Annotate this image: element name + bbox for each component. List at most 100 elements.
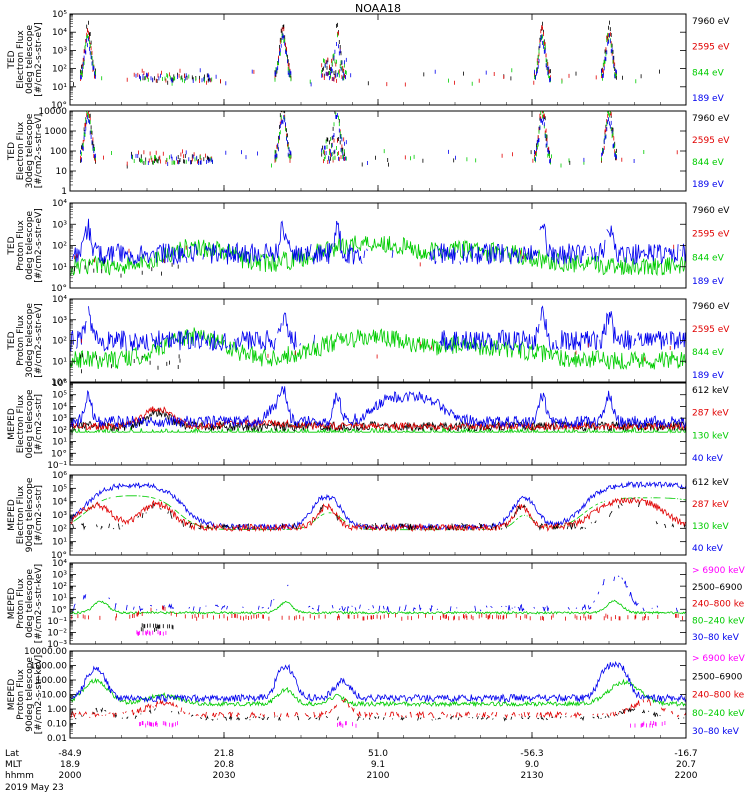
legend-entry: 189 eV xyxy=(692,371,725,381)
x-tick-time: 2000 xyxy=(59,771,82,781)
y-tick-label: 10² xyxy=(52,426,67,436)
legend-entry: 844 eV xyxy=(692,68,725,78)
legend-entry: 80–240 keV xyxy=(692,709,745,719)
series-group xyxy=(70,386,686,434)
panel-ted-electron-0deg: 10° 10¹ 10² 10³ 10⁴ 10⁵ TED Electron Flux 0deg t… xyxy=(7,10,730,111)
legend-entry: 612 keV xyxy=(692,386,729,396)
legend-entry: 130 keV xyxy=(692,431,729,441)
series-black xyxy=(73,20,686,87)
y-tick-label: 10² xyxy=(52,582,67,592)
y-axis-label: MEPED xyxy=(7,408,17,440)
x-tick-mlt: 9.1 xyxy=(371,760,385,770)
y-tick-label: 10² xyxy=(52,337,67,347)
y-axis-label: [#/cm2-s-str-eV] xyxy=(34,208,44,283)
series-green xyxy=(70,426,686,434)
legend-entry: 30–80 keV xyxy=(692,727,740,737)
y-tick-label: 10⁴ xyxy=(52,498,67,508)
y-axis-label: [#/cm2-s-str] xyxy=(34,394,44,454)
x-tick-time: 2030 xyxy=(213,771,236,781)
series-black xyxy=(70,407,686,432)
legend-entry: 2595 eV xyxy=(692,230,730,240)
x-axis-row-label: MLT xyxy=(5,760,23,770)
x-tick-time: 2100 xyxy=(367,771,390,781)
y-axis-label: MEPED xyxy=(7,588,17,620)
series-green xyxy=(80,111,645,168)
y-tick-label: 10¹ xyxy=(52,538,67,548)
y-tick-label: 10³ xyxy=(52,220,67,230)
x-tick-lat: -84.9 xyxy=(58,749,82,759)
panel-frame xyxy=(69,13,687,106)
y-tick-label: 10⁴ xyxy=(52,28,67,38)
y-tick-label: 10° xyxy=(51,551,67,561)
y-axis-label: 90deg telescope xyxy=(25,657,35,732)
series-green xyxy=(70,235,686,277)
panel-ted-proton-0deg: 10° 10¹ 10² 10³ 10⁴ TED Proton Flux 0deg telesc… xyxy=(7,199,730,294)
legend-entry: 2595 eV xyxy=(692,325,730,335)
y-tick-label: 10³ xyxy=(52,46,67,56)
panel-ted-electron-30deg: 1 10 100 1000 10000 TED Electron Flux 30deg tel… xyxy=(7,107,730,197)
y-axis-label: 30deg telescope xyxy=(25,113,35,188)
y-tick-label: 0.01 xyxy=(47,734,67,744)
x-tick-mlt: 20.8 xyxy=(214,760,234,770)
y-tick-label: 10² xyxy=(52,524,67,534)
legend-entry: 189 eV xyxy=(692,277,725,287)
series-green xyxy=(73,495,686,531)
y-axis-label: [#/cm2-s-str-keV] xyxy=(34,655,44,734)
x-tick-mlt: 18.9 xyxy=(60,760,80,770)
y-tick-label: 10⁴ xyxy=(52,295,67,305)
series-group xyxy=(70,660,686,728)
legend-entry: 40 keV xyxy=(692,544,724,554)
x-axis-row-label: Lat xyxy=(5,749,20,759)
y-tick-label: 10¹ xyxy=(52,594,67,604)
x-tick-lat: 21.8 xyxy=(214,749,234,759)
series-group xyxy=(70,576,686,636)
y-tick-label: 10³ xyxy=(52,511,67,521)
y-tick-label: 10° xyxy=(51,284,67,294)
legend-entry: 844 eV xyxy=(692,253,725,263)
x-axis-row-label: hhmm xyxy=(5,771,34,781)
y-tick-label: 100.00 xyxy=(36,676,68,686)
series-blue xyxy=(71,218,686,266)
legend-entry: 612 keV xyxy=(692,478,729,488)
y-axis-label: Proton Flux xyxy=(16,578,26,629)
panel-frame xyxy=(69,110,687,192)
y-axis-label: [#/cm2-s-str-eV] xyxy=(34,303,44,378)
x-tick-mlt: 9.0 xyxy=(525,760,540,770)
y-axis-label: Proton Flux xyxy=(16,220,26,271)
series-black xyxy=(74,259,179,278)
y-tick-label: 10⁴ xyxy=(52,402,67,412)
series-blue xyxy=(70,660,686,704)
legend-entry: 844 eV xyxy=(692,158,725,168)
legend-entry: 7960 eV xyxy=(692,114,730,124)
legend-entry: 2595 eV xyxy=(692,43,730,53)
legend-entry: 40 keV xyxy=(692,454,724,464)
series-black xyxy=(80,111,617,169)
panel-frame xyxy=(69,562,687,645)
y-tick-label: 10³ xyxy=(52,414,67,424)
legend-entry: 287 keV xyxy=(692,500,729,510)
y-axis-label: Electron Flux xyxy=(16,121,26,180)
y-tick-label: 10⁵ xyxy=(52,484,67,494)
panel-meped-proton-90deg: 0.01 0.10 1.00 10.00 100.00 1000.00 10000.00 ME… xyxy=(7,647,746,744)
panel-frame xyxy=(69,474,687,556)
y-axis-label: [#/cm2-s-str-keV] xyxy=(34,564,44,643)
y-tick-label: 10¹ xyxy=(52,438,67,448)
legend-entry: 189 eV xyxy=(692,94,725,104)
legend-entry: 30–80 keV xyxy=(692,633,740,643)
y-axis-label: Proton Flux xyxy=(16,315,26,366)
y-axis-label: 30deg telescope xyxy=(25,303,35,378)
y-tick-label: 1 xyxy=(61,187,67,197)
y-axis-label: [#/cm2-s-str] xyxy=(34,485,44,545)
y-axis-label: 90deg telescope xyxy=(25,477,35,552)
series-black xyxy=(140,623,174,632)
y-tick-label: 10³ xyxy=(52,571,67,581)
x-tick-time: 2200 xyxy=(675,771,698,781)
y-tick-label: 10000.00 xyxy=(24,647,67,657)
y-tick-label: 10³ xyxy=(52,316,67,326)
series-group xyxy=(70,218,686,278)
series-black xyxy=(72,498,686,531)
legend-entry: 240–800 ke xyxy=(692,691,745,701)
panel-frame xyxy=(69,202,687,289)
series-red xyxy=(70,406,686,432)
series-blue xyxy=(70,386,686,429)
